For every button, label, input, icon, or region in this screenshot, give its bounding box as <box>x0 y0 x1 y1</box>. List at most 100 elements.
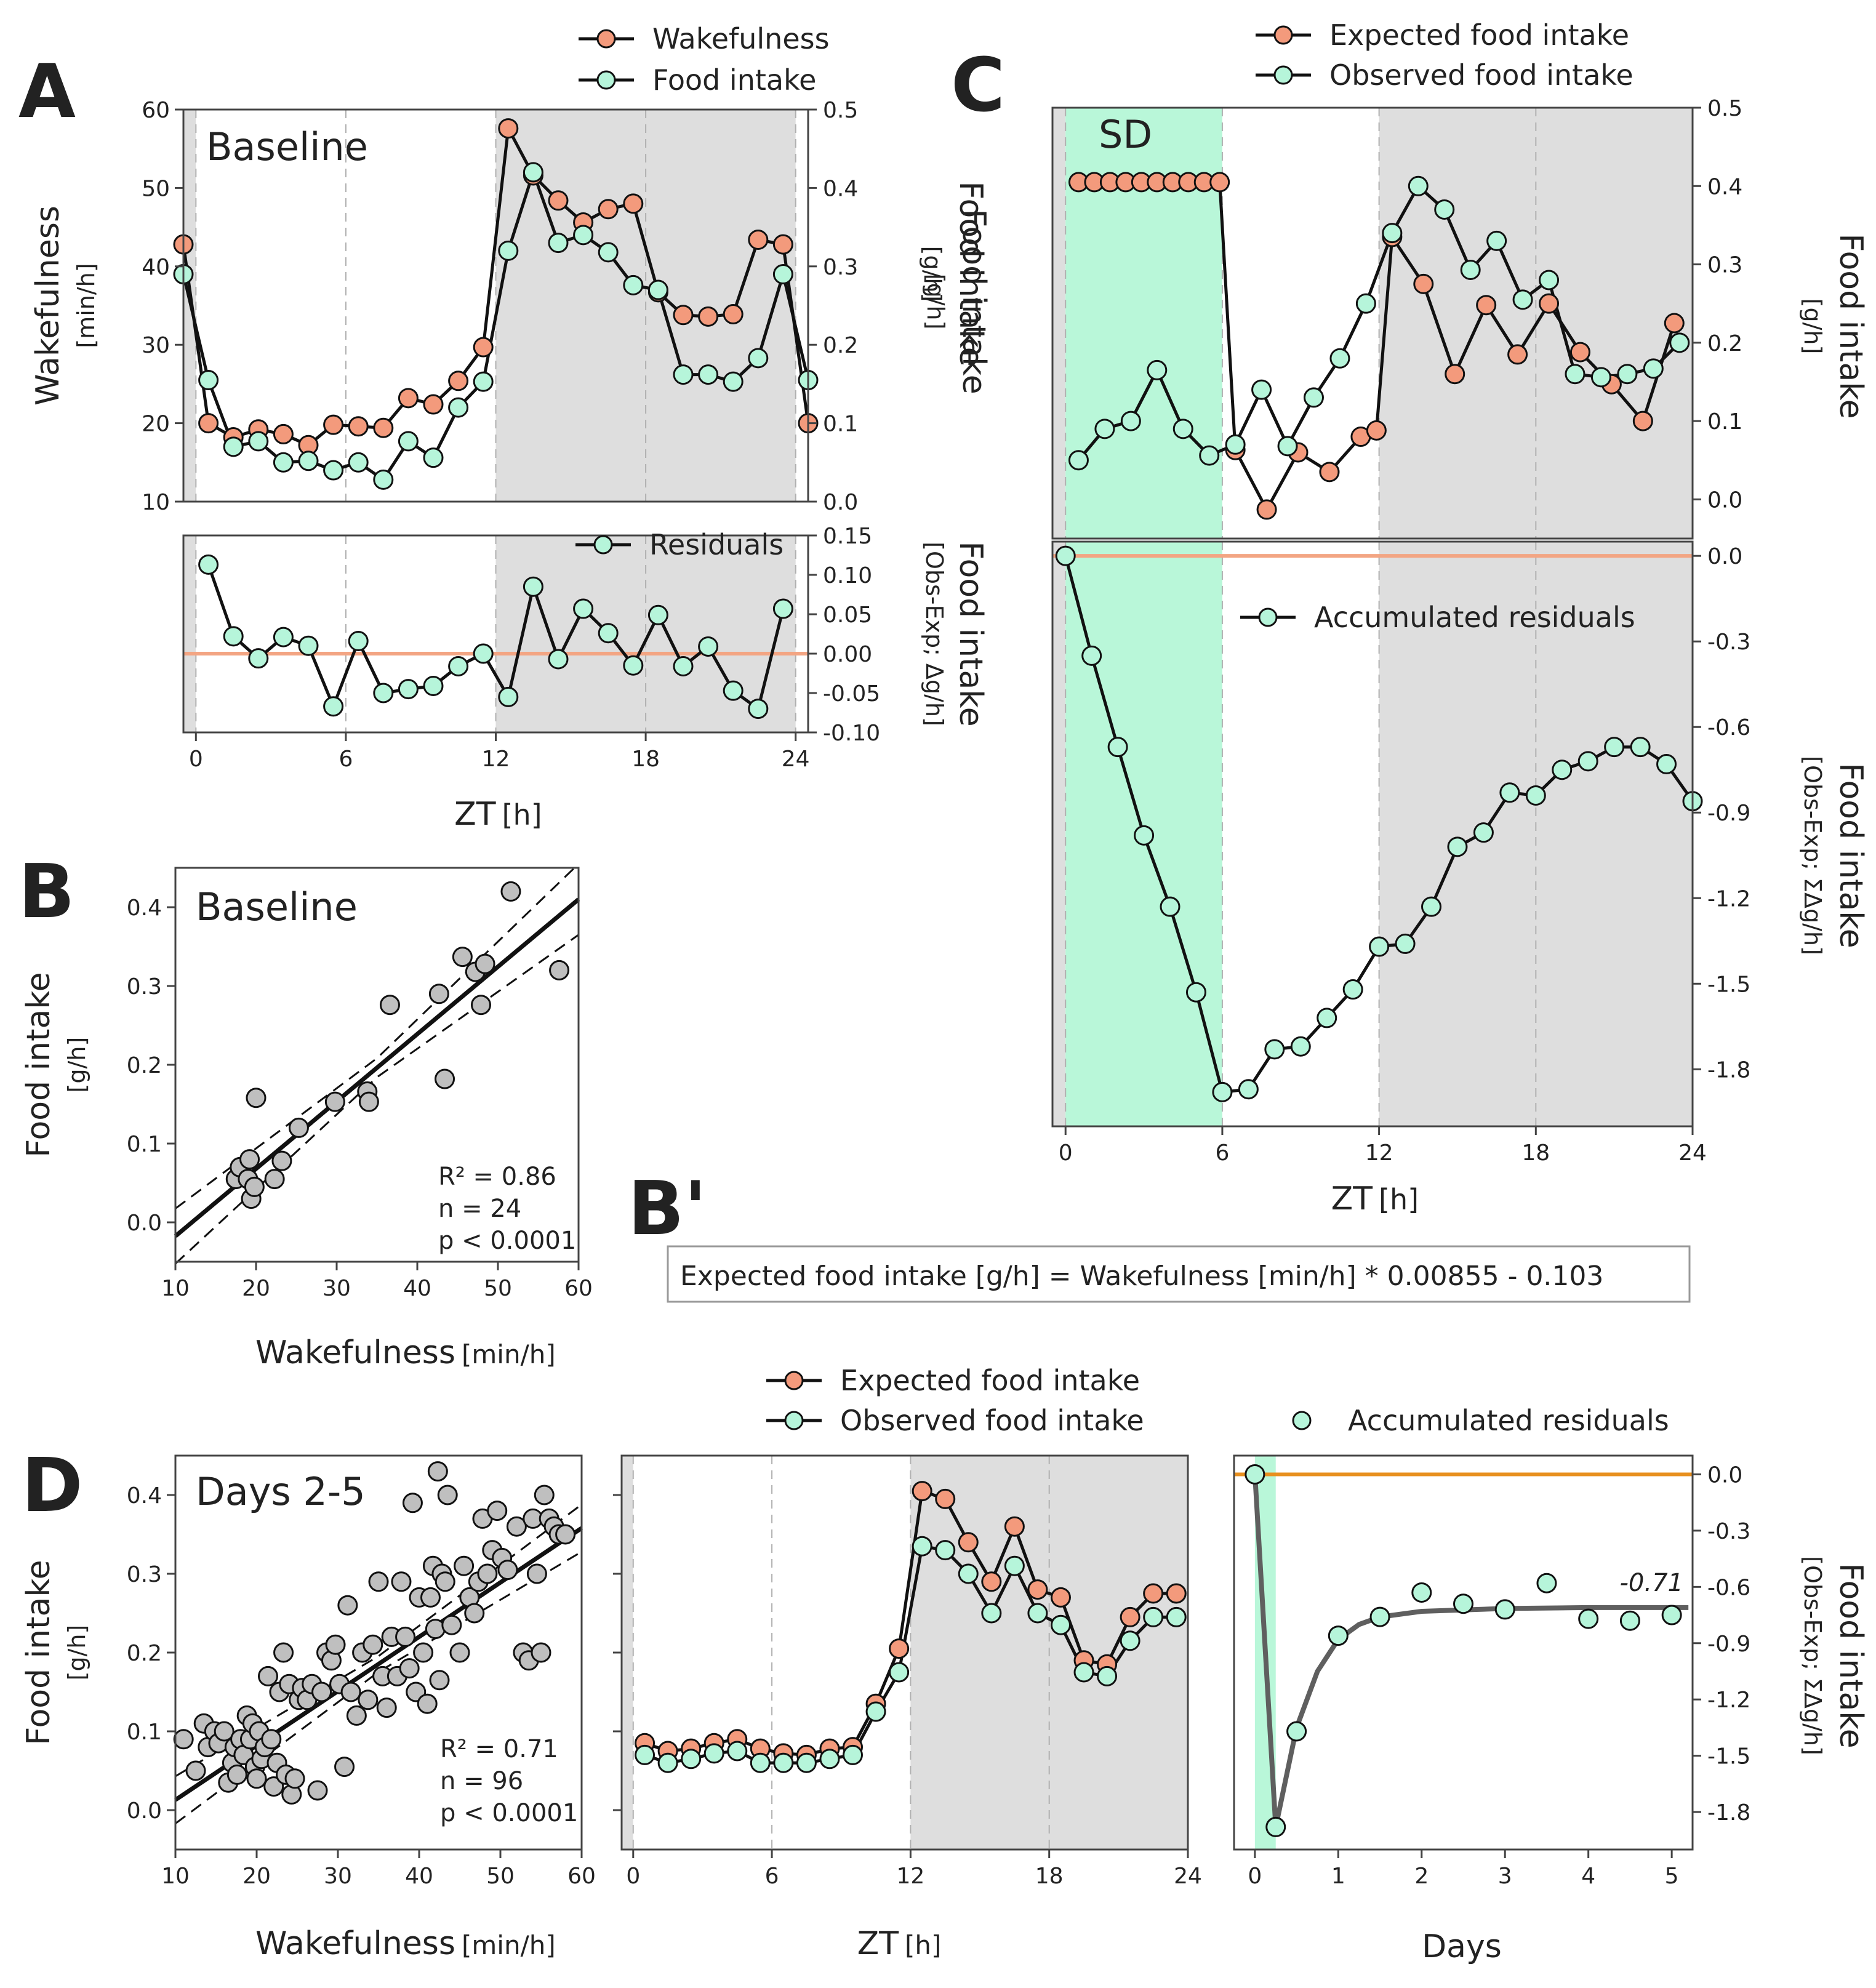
c-ytick-0.3: 0.3 <box>1707 253 1742 278</box>
dm-expected-point <box>1143 1583 1164 1604</box>
a-res-point <box>673 655 694 676</box>
c-observed-point <box>1068 450 1089 471</box>
d-point <box>487 1501 508 1521</box>
a-wake-point <box>498 118 519 139</box>
b-point <box>264 1169 285 1190</box>
dr-ytick--0.9: -0.9 <box>1707 1632 1750 1657</box>
a-wake-point <box>373 417 394 438</box>
c-top-y2label-left: Food intake <box>955 209 992 394</box>
b-annotation: Baseline <box>196 884 358 929</box>
d-point <box>257 1665 278 1686</box>
b-ylabel-unit: [g/h] <box>63 1037 90 1093</box>
a-res-point <box>448 655 469 676</box>
c-expected-point <box>1539 293 1560 314</box>
c-acc-point <box>1421 896 1442 917</box>
a-food-point <box>373 469 394 490</box>
dr-point <box>1286 1721 1307 1742</box>
a-y2tick-0.3: 0.3 <box>823 255 858 280</box>
c-acc-point <box>1238 1079 1259 1100</box>
c-acc-point <box>1552 760 1573 780</box>
d-xlabel-unit: [min/h] <box>462 1930 556 1960</box>
d-point <box>325 1634 346 1655</box>
c-xlabel-unit: [h] <box>1379 1183 1419 1216</box>
a-res-point <box>398 679 419 700</box>
c-acc-point <box>1290 1036 1311 1057</box>
a-wake-point <box>548 190 569 211</box>
a-res-point <box>698 636 719 657</box>
a-y2label-unit: [g/h] <box>919 246 946 302</box>
b-ytick-0.3: 0.3 <box>127 974 162 1000</box>
a-y2tick-0.0: 0.0 <box>823 490 858 515</box>
dm-expected-point <box>912 1481 932 1502</box>
dm-observed-point <box>1120 1630 1140 1651</box>
d-ytick-0.3: 0.3 <box>127 1562 162 1587</box>
dm-expected-point <box>1050 1587 1071 1608</box>
d-xtick-50: 50 <box>486 1864 515 1889</box>
d-ytick-0: 0.0 <box>127 1798 162 1824</box>
d-point <box>429 1670 450 1691</box>
a-res-ytick--0.10: -0.10 <box>823 721 880 746</box>
d-point <box>263 1776 284 1797</box>
a-res-point <box>223 626 244 647</box>
a-ytick-60: 60 <box>142 98 170 123</box>
b-ytick-0.4: 0.4 <box>127 896 162 921</box>
dm-legend-expected-marker <box>784 1371 804 1390</box>
d-point <box>311 1681 332 1702</box>
c-ytick-0.0: 0.0 <box>1707 487 1742 513</box>
c-legend-expected-marker <box>1273 25 1293 45</box>
dm-observed-point <box>681 1749 702 1770</box>
c-acc-point <box>1656 753 1677 774</box>
b-point <box>428 984 449 1004</box>
c-acc-point <box>1525 785 1546 806</box>
c-acc-point <box>1160 896 1181 917</box>
a-res-xtick-12: 12 <box>482 747 510 772</box>
c-acc-ytick--1.8: -1.8 <box>1707 1057 1750 1083</box>
c-dark-band-start <box>1052 108 1066 539</box>
a-food-point <box>273 452 294 473</box>
a-food-point <box>723 371 744 392</box>
c-observed-point <box>1329 348 1350 369</box>
dm-xtick-24: 24 <box>1174 1864 1202 1889</box>
d-point <box>273 1642 294 1663</box>
dm-observed-point <box>635 1744 655 1765</box>
dm-observed-point <box>727 1741 748 1762</box>
b-point <box>239 1149 260 1170</box>
c-observed-point <box>1094 419 1115 439</box>
d-point <box>307 1780 328 1801</box>
d-point <box>334 1757 355 1778</box>
a-y2tick-0.5: 0.5 <box>823 98 858 123</box>
a-res-xtick-6: 6 <box>339 747 353 772</box>
c-expected-point <box>1413 273 1434 294</box>
c-acc-point <box>1212 1081 1233 1102</box>
panel-letter-b: B <box>18 849 74 935</box>
b-xlabel: Wakefulness <box>255 1334 455 1371</box>
dm-observed-point <box>912 1536 932 1557</box>
c-observed-point <box>1408 175 1429 196</box>
dm-legend-observed-label: Observed food intake <box>840 1404 1144 1437</box>
a-res-ytick--0.05: -0.05 <box>823 681 880 707</box>
a-legend-res-label: Residuals <box>649 528 784 561</box>
d-point <box>531 1642 551 1663</box>
d-point <box>340 1681 361 1702</box>
dr-frame <box>1233 1454 1694 1851</box>
dr-xtick-4: 4 <box>1581 1864 1595 1889</box>
dm-observed-point <box>773 1752 794 1773</box>
c-acc-ytick-0.0: 0.0 <box>1707 544 1742 569</box>
dr-xtick-1: 1 <box>1331 1864 1345 1889</box>
b-point <box>379 995 400 1016</box>
b-stat-0: R² = 0.86 <box>438 1163 556 1191</box>
c-acc-point <box>1317 1008 1337 1028</box>
a-legend-food-marker <box>596 70 616 90</box>
d-point <box>261 1729 282 1750</box>
a-res-point <box>423 675 444 696</box>
c-acc-point <box>1055 545 1076 566</box>
a-res-point <box>772 598 793 619</box>
dm-observed-point <box>865 1701 886 1722</box>
d-point <box>395 1626 416 1647</box>
a-res-xtick-18: 18 <box>631 747 660 772</box>
dm-xtick-12: 12 <box>896 1864 924 1889</box>
a-food-point <box>647 279 668 300</box>
dm-observed-point <box>819 1749 840 1770</box>
d-point <box>363 1634 383 1655</box>
a-ylabel: Wakefulness <box>30 206 66 406</box>
